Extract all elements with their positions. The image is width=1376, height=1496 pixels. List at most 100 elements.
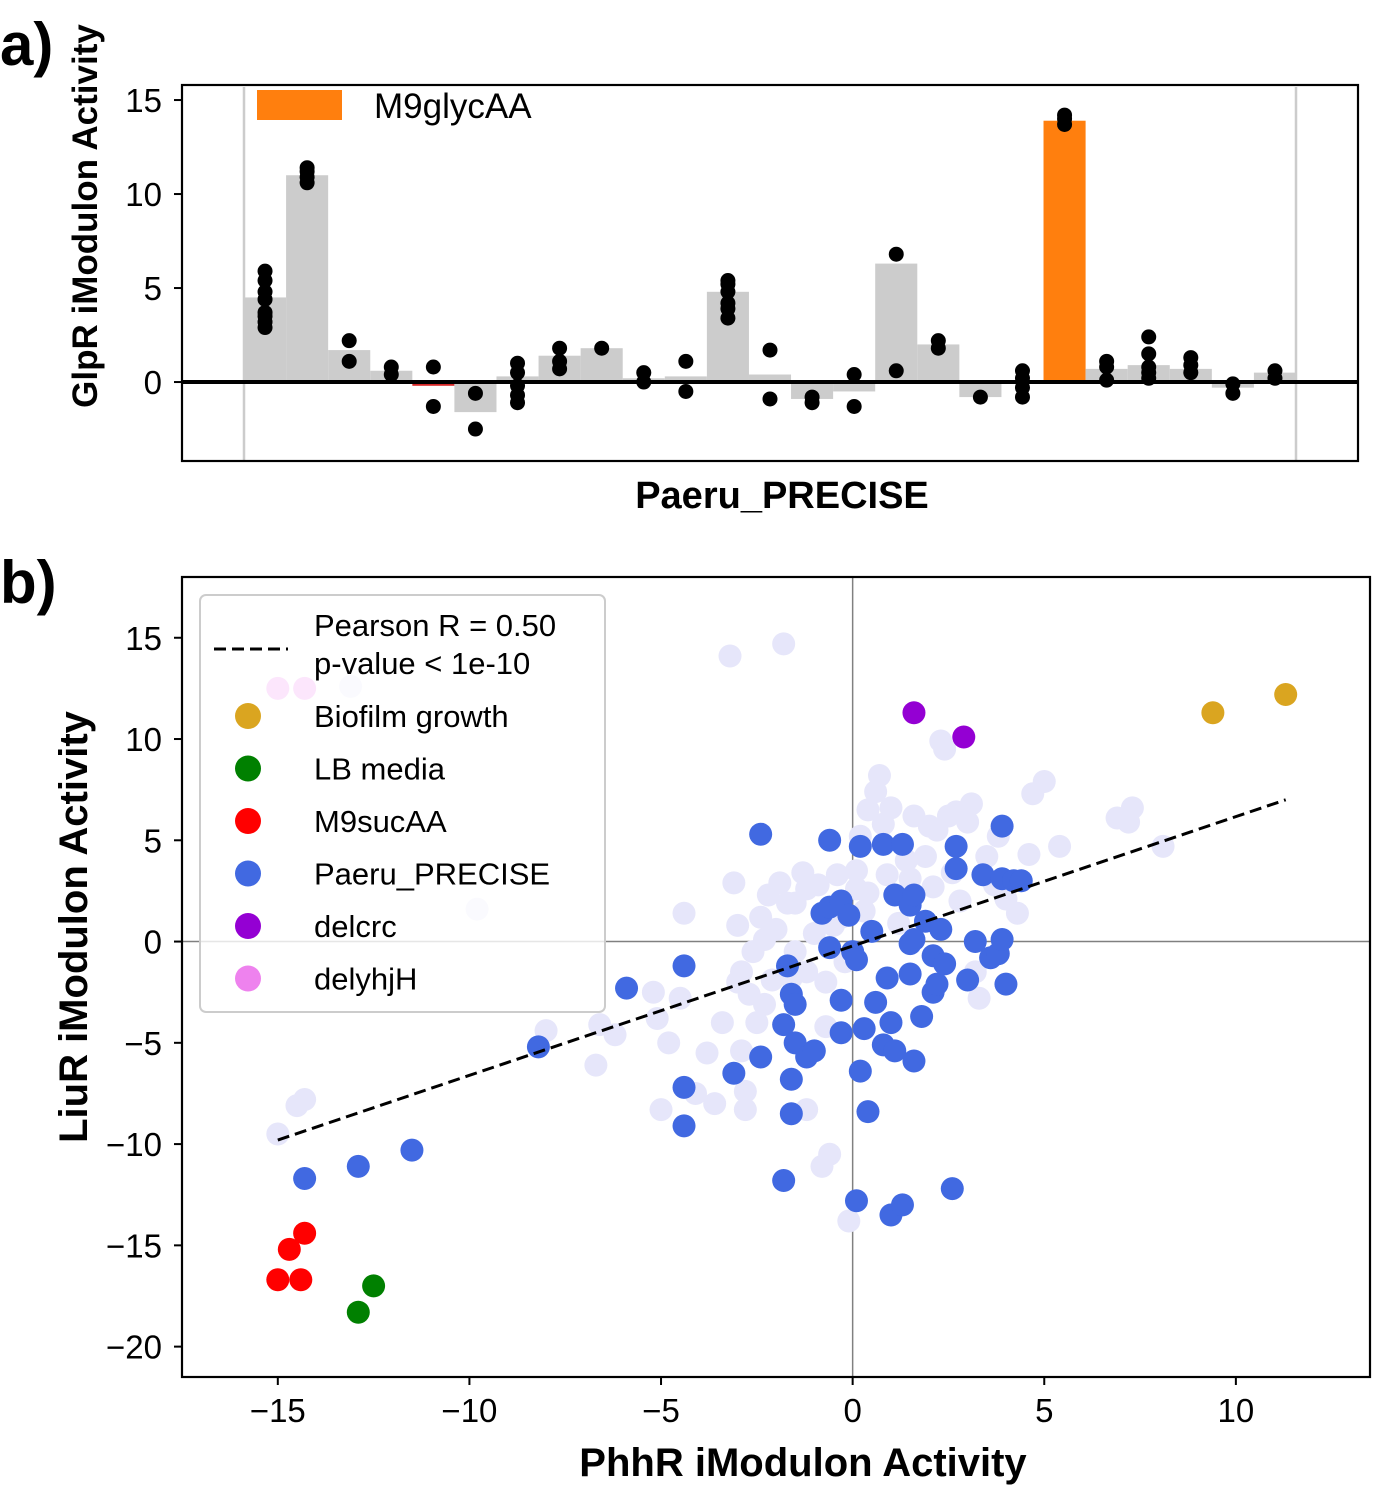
- background-point: [875, 863, 899, 887]
- background-point: [749, 905, 773, 929]
- paeru-precise-point: [902, 883, 926, 907]
- bar-16-point: [888, 246, 904, 262]
- legend-swatch-m9glycaa: [257, 90, 342, 120]
- background-point: [887, 911, 911, 935]
- bar-21-point: [1099, 353, 1115, 369]
- background-point: [856, 881, 880, 905]
- paeru-precise-point: [672, 1114, 696, 1138]
- bar-22-point: [1141, 359, 1157, 375]
- legend-marker-lb-media: [235, 755, 261, 782]
- background-point: [710, 1011, 734, 1035]
- background-point: [768, 871, 792, 895]
- legend-label-lb-media: LB media: [314, 752, 446, 787]
- bar-15-point: [846, 367, 862, 383]
- paeru-precise-point: [990, 928, 1014, 952]
- paeru-precise-point: [615, 976, 639, 1000]
- lb-media-point: [346, 1300, 370, 1324]
- bar-18-point: [972, 389, 988, 405]
- paeru-precise-point: [772, 1013, 796, 1037]
- paeru-precise-point: [672, 954, 696, 978]
- x-tick-label: −10: [441, 1392, 497, 1429]
- background-point: [956, 810, 980, 834]
- panel-b-label: b): [0, 549, 57, 616]
- legend-label-delcrc: delcrc: [314, 909, 397, 944]
- paeru-precise-point: [818, 936, 842, 960]
- background-point: [695, 1041, 719, 1065]
- paeru-precise-point: [775, 954, 799, 978]
- paeru-precise-point: [856, 1100, 880, 1124]
- paeru-precise-point: [749, 822, 773, 846]
- paeru-precise-point: [860, 919, 884, 943]
- paeru-precise-point: [346, 1154, 370, 1178]
- legend-entries: Biofilm growth LB media M9sucAA Paeru_PRECI…: [235, 699, 550, 997]
- legend-marker-m9sucaa: [235, 808, 261, 834]
- bar-5-point: [425, 359, 441, 375]
- legend-label-biofilm-growth: Biofilm growth: [314, 699, 509, 734]
- background-point: [649, 1098, 673, 1122]
- y-tick-label: −15: [106, 1227, 162, 1264]
- bar-10-point: [636, 365, 652, 381]
- x-axis-label: Paeru_PRECISE: [635, 475, 929, 517]
- bar-3-point: [341, 353, 357, 369]
- paeru-precise-point: [1009, 869, 1033, 893]
- paeru-precise-point: [672, 1075, 696, 1099]
- bar-11-point: [678, 353, 694, 369]
- bar-22-point: [1141, 329, 1157, 345]
- paeru-precise-point: [933, 952, 957, 976]
- paeru-precise-point: [910, 1004, 934, 1028]
- y-tick-label: 15: [125, 82, 162, 119]
- background-point: [867, 763, 891, 787]
- background-point: [844, 859, 868, 883]
- paeru-precise-point: [890, 832, 914, 856]
- paeru-precise-point: [902, 1049, 926, 1073]
- background-point: [672, 901, 696, 925]
- lb-media-point: [362, 1274, 386, 1298]
- bar-16-point: [888, 363, 904, 379]
- y-axis-ticks: 0 5 10 15: [125, 82, 182, 401]
- panel-b: b) −15 −10 −5 0 5 10 −20 −15 −10 −5 0 5 10 15 Pearson…: [0, 549, 1372, 1485]
- x-tick-label: −15: [250, 1392, 306, 1429]
- paeru-precise-point: [829, 1021, 853, 1045]
- legend-label-paeru-precise: Paeru_PRECISE: [314, 857, 550, 892]
- paeru-precise-point: [818, 828, 842, 852]
- legend-label-m9glycaa: M9glycAA: [374, 87, 532, 126]
- legend-marker-delcrc: [235, 913, 261, 939]
- bar-1-point: [257, 263, 273, 279]
- paeru-precise-point: [783, 992, 807, 1016]
- replicate-points: [257, 107, 1283, 437]
- background-point: [764, 917, 788, 941]
- bar-13-point: [762, 391, 778, 407]
- paeru-precise-point: [722, 1061, 746, 1085]
- bar-16: [875, 263, 918, 383]
- bar-2: [286, 175, 329, 383]
- bar-6-point: [467, 385, 483, 401]
- background-point: [293, 1088, 317, 1112]
- background-point: [603, 1023, 627, 1047]
- y-tick-label: 0: [144, 364, 162, 401]
- background-point: [856, 798, 880, 822]
- background-point: [879, 796, 903, 820]
- background-point: [730, 1039, 754, 1063]
- background-point: [1032, 770, 1056, 794]
- x-tick-label: −5: [642, 1392, 680, 1429]
- bar-8-point: [552, 353, 568, 369]
- paeru-precise-point: [852, 1017, 876, 1041]
- y-tick-label: 5: [144, 822, 162, 859]
- background-point: [730, 960, 754, 984]
- paeru-precise-point: [963, 930, 987, 954]
- bar-25-point: [1267, 363, 1283, 379]
- paeru-precise-point: [994, 972, 1018, 996]
- bar-9-point: [594, 340, 610, 356]
- bar-20: [1043, 120, 1086, 383]
- bar-8-point: [552, 340, 568, 356]
- y-tick-label: 5: [144, 270, 162, 307]
- bar-series: [244, 120, 1296, 413]
- x-tick-label: 10: [1218, 1392, 1255, 1429]
- bar-1-point: [257, 284, 273, 300]
- bar-15-point: [846, 398, 862, 414]
- bar-14-point: [804, 389, 820, 405]
- paeru-precise-point: [864, 990, 888, 1014]
- paeru-precise-point: [902, 928, 926, 952]
- bar-15: [833, 382, 876, 392]
